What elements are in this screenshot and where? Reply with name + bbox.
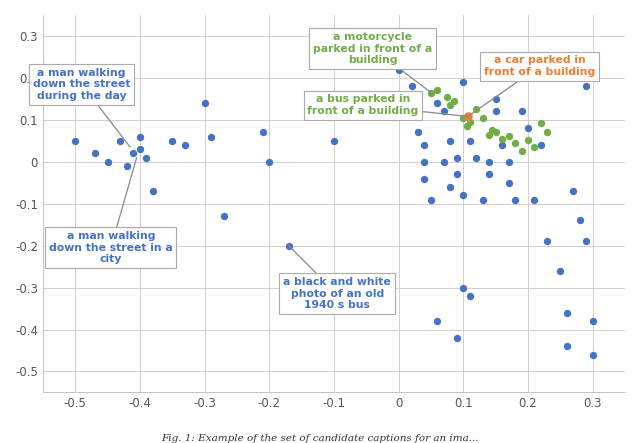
Point bbox=[122, 163, 132, 170]
Text: Fig. 1: Example of the set of candidate captions for an ima...: Fig. 1: Example of the set of candidate … bbox=[161, 434, 479, 443]
Point bbox=[497, 135, 508, 142]
Point bbox=[490, 108, 500, 115]
Point bbox=[458, 284, 468, 291]
Point bbox=[452, 171, 462, 178]
Point bbox=[471, 154, 481, 161]
Text: a motorcycle
parked in front of a
building: a motorcycle parked in front of a buildi… bbox=[313, 32, 433, 93]
Point bbox=[264, 158, 275, 165]
Point bbox=[484, 171, 494, 178]
Point bbox=[523, 136, 533, 144]
Point bbox=[115, 137, 125, 144]
Point bbox=[529, 144, 540, 151]
Point bbox=[461, 123, 472, 130]
Point bbox=[568, 187, 579, 194]
Point bbox=[432, 87, 442, 94]
Point bbox=[523, 124, 533, 132]
Point bbox=[284, 242, 294, 249]
Point bbox=[452, 154, 462, 161]
Point bbox=[484, 158, 494, 165]
Point bbox=[439, 158, 449, 165]
Point bbox=[413, 91, 423, 98]
Point bbox=[180, 141, 190, 148]
Point bbox=[167, 137, 177, 144]
Point bbox=[555, 267, 565, 274]
Point bbox=[581, 83, 591, 90]
Point bbox=[206, 133, 216, 140]
Point bbox=[445, 101, 456, 109]
Point bbox=[536, 120, 546, 127]
Point bbox=[458, 114, 468, 121]
Point bbox=[575, 217, 585, 224]
Point bbox=[419, 141, 429, 148]
Point bbox=[562, 343, 572, 350]
Point bbox=[510, 140, 520, 147]
Point bbox=[497, 141, 508, 148]
Point bbox=[465, 292, 475, 299]
Point bbox=[516, 148, 527, 155]
Point bbox=[581, 238, 591, 245]
Point bbox=[465, 137, 475, 144]
Point bbox=[394, 66, 404, 73]
Point bbox=[426, 196, 436, 203]
Point bbox=[487, 127, 497, 134]
Text: a man walking
down the street
during the day: a man walking down the street during the… bbox=[33, 68, 131, 147]
Point bbox=[135, 146, 145, 153]
Point bbox=[148, 187, 158, 194]
Point bbox=[477, 114, 488, 121]
Point bbox=[542, 128, 552, 135]
Point bbox=[406, 83, 417, 90]
Point bbox=[219, 213, 229, 220]
Text: a bus parked in
front of a building: a bus parked in front of a building bbox=[307, 94, 468, 117]
Point bbox=[70, 137, 81, 144]
Point bbox=[442, 93, 452, 100]
Point bbox=[419, 158, 429, 165]
Point bbox=[439, 108, 449, 115]
Point bbox=[90, 150, 100, 157]
Point bbox=[504, 132, 514, 139]
Point bbox=[458, 192, 468, 199]
Point bbox=[542, 238, 552, 245]
Point bbox=[419, 175, 429, 182]
Point bbox=[458, 78, 468, 85]
Point bbox=[128, 150, 138, 157]
Point bbox=[452, 334, 462, 342]
Point bbox=[432, 100, 442, 107]
Point bbox=[477, 196, 488, 203]
Point bbox=[465, 118, 475, 125]
Point bbox=[471, 106, 481, 113]
Point bbox=[490, 128, 500, 135]
Point bbox=[135, 133, 145, 140]
Point bbox=[562, 309, 572, 316]
Point bbox=[463, 113, 473, 120]
Point bbox=[141, 154, 152, 161]
Text: a man walking
down the street in a
city: a man walking down the street in a city bbox=[49, 158, 173, 264]
Point bbox=[258, 129, 268, 136]
Text: a car parked in
front of a building: a car parked in front of a building bbox=[468, 55, 595, 117]
Point bbox=[432, 318, 442, 325]
Point bbox=[413, 129, 423, 136]
Point bbox=[102, 158, 113, 165]
Point bbox=[329, 137, 339, 144]
Point bbox=[504, 179, 514, 187]
Point bbox=[529, 196, 540, 203]
Point bbox=[510, 196, 520, 203]
Point bbox=[588, 318, 598, 325]
Text: a black and white
photo of an old
1940 s bus: a black and white photo of an old 1940 s… bbox=[284, 246, 391, 311]
Point bbox=[445, 183, 456, 190]
Point bbox=[449, 97, 459, 105]
Point bbox=[200, 100, 210, 107]
Point bbox=[426, 89, 436, 96]
Point bbox=[588, 351, 598, 358]
Point bbox=[490, 95, 500, 102]
Point bbox=[484, 131, 494, 138]
Point bbox=[516, 108, 527, 115]
Point bbox=[445, 137, 456, 144]
Point bbox=[504, 158, 514, 165]
Point bbox=[536, 141, 546, 148]
